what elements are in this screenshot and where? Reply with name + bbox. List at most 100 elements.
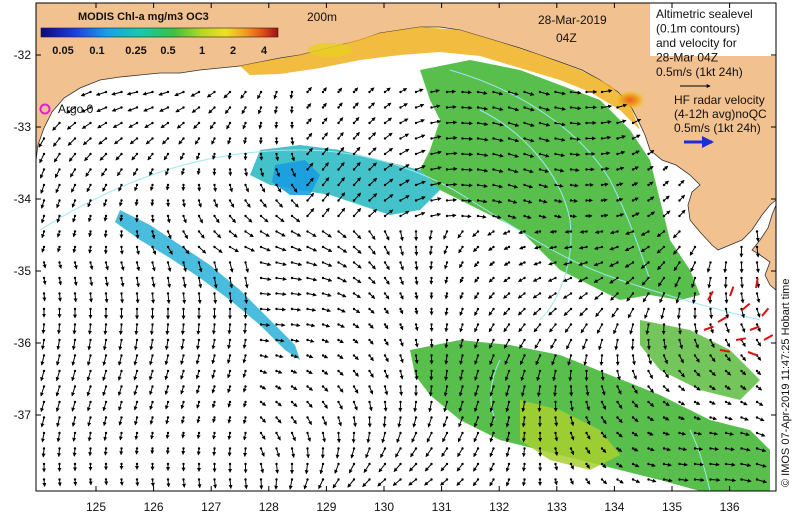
velocity-origin	[151, 307, 154, 311]
velocity-arrow	[42, 293, 47, 302]
velocity-origin	[492, 338, 495, 342]
velocity-arrow	[102, 386, 107, 397]
velocity-arrow	[570, 137, 581, 142]
velocity-arrow	[524, 153, 535, 158]
velocity-origin	[461, 354, 464, 357]
velocity-arrow	[134, 324, 139, 336]
velocity-origin	[461, 307, 464, 311]
velocity-origin	[259, 431, 263, 435]
velocity-arrow	[88, 293, 93, 303]
velocity-origin	[507, 137, 511, 140]
velocity-arrow	[102, 339, 107, 351]
velocity-origin	[259, 245, 263, 249]
velocity-arrow	[276, 276, 287, 281]
velocity-arrow	[245, 200, 251, 208]
velocity-arrow	[303, 479, 308, 490]
velocity-origin	[399, 338, 402, 342]
velocity-arrow	[178, 138, 184, 145]
velocity-origin	[182, 369, 185, 373]
velocity-origin	[445, 338, 449, 342]
velocity-origin	[678, 431, 681, 435]
velocity-origin	[538, 230, 542, 233]
velocity-origin	[259, 137, 263, 140]
velocity-arrow	[165, 324, 170, 336]
velocity-arrow	[725, 339, 731, 348]
velocity-origin	[73, 261, 77, 264]
velocity-origin	[383, 137, 387, 140]
velocity-origin	[461, 90, 464, 94]
velocity-origin	[73, 478, 77, 481]
velocity-origin	[290, 462, 294, 466]
velocity-origin	[414, 338, 418, 342]
velocity-arrow	[164, 401, 169, 410]
velocity-origin	[414, 323, 418, 326]
velocity-arrow	[489, 479, 494, 487]
velocity-origin	[724, 261, 728, 264]
velocity-arrow	[40, 355, 45, 366]
velocity-origin	[678, 338, 681, 342]
lon-tick-label: 133	[547, 500, 567, 514]
velocity-arrow	[136, 246, 140, 256]
velocity-arrow	[85, 169, 91, 177]
velocity-origin	[492, 385, 495, 388]
velocity-arrow	[291, 215, 301, 223]
velocity-arrow	[505, 432, 510, 443]
velocity-origin	[89, 137, 92, 140]
velocity-arrow	[539, 91, 551, 96]
velocity-origin	[569, 106, 573, 109]
velocity-origin	[399, 385, 402, 388]
velocity-origin	[321, 416, 325, 419]
velocity-origin	[42, 245, 46, 249]
velocity-origin	[228, 137, 232, 140]
velocity-origin	[259, 168, 263, 171]
velocity-arrow	[260, 277, 272, 282]
velocity-origin	[631, 230, 635, 233]
velocity-arrow	[521, 386, 525, 397]
velocity-origin	[678, 261, 681, 264]
hf-radar-vector	[747, 351, 758, 357]
velocity-origin	[585, 183, 588, 187]
velocity-origin	[678, 416, 681, 419]
velocity-arrow	[601, 89, 613, 93]
velocity-origin	[197, 276, 201, 280]
velocity-arrow	[104, 293, 109, 304]
velocity-origin	[709, 478, 712, 481]
velocity-origin	[151, 230, 154, 233]
velocity-arrow	[570, 121, 582, 126]
velocity-arrow	[164, 355, 169, 366]
velocity-origin	[492, 416, 495, 419]
velocity-arrow	[425, 448, 432, 458]
velocity-arrow	[245, 246, 256, 252]
velocity-origin	[585, 245, 588, 249]
velocity-origin	[399, 431, 402, 435]
velocity-origin	[647, 230, 650, 233]
velocity-origin	[244, 245, 247, 249]
velocity-arrow	[383, 401, 388, 412]
velocity-origin	[492, 369, 495, 373]
velocity-origin	[120, 168, 123, 171]
velocity-arrow	[369, 277, 376, 285]
velocity-origin	[523, 276, 526, 280]
velocity-arrow	[431, 135, 442, 140]
velocity-origin	[135, 168, 139, 171]
velocity-arrow	[209, 122, 215, 130]
velocity-origin	[135, 292, 139, 295]
velocity-origin	[693, 261, 697, 264]
velocity-origin	[755, 478, 759, 481]
velocity-origin	[151, 152, 154, 156]
velocity-arrow	[756, 308, 761, 318]
velocity-origin	[678, 307, 681, 311]
velocity-origin	[166, 400, 170, 404]
velocity-arrow	[307, 207, 315, 217]
velocity-arrow	[143, 107, 153, 112]
velocity-arrow	[84, 153, 91, 162]
velocity-origin	[337, 416, 340, 419]
velocity-origin	[399, 106, 402, 109]
velocity-arrow	[102, 417, 107, 427]
velocity-origin	[197, 354, 201, 357]
velocity-origin	[290, 478, 294, 481]
velocity-origin	[182, 245, 185, 249]
velocity-arrow	[399, 355, 404, 364]
velocity-origin	[585, 137, 588, 140]
velocity-arrow	[197, 479, 202, 489]
